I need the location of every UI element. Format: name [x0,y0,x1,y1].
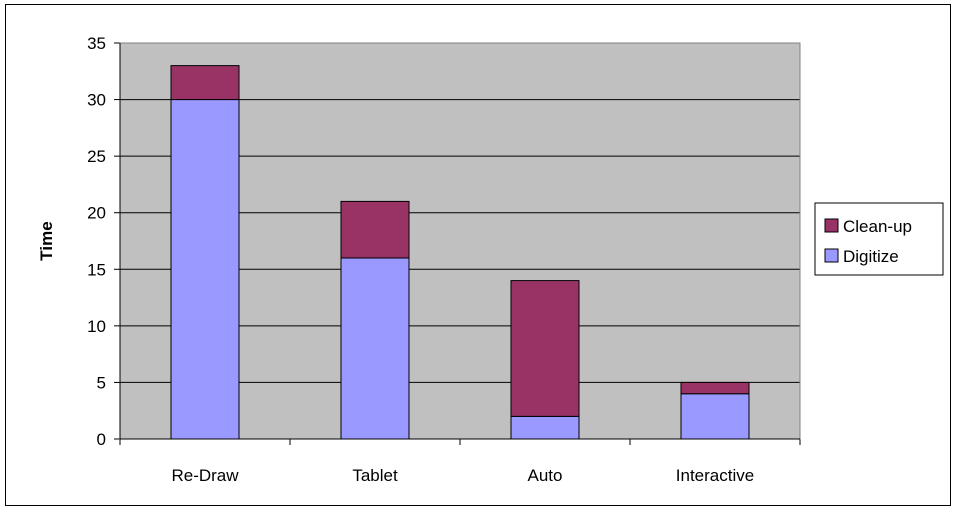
bar-clean-up-interactive [680,381,750,395]
bar-digitize-re-draw [170,99,240,440]
y-tick-label: 20 [87,204,106,223]
x-tick-label: Re-Draw [171,466,239,485]
y-axis-label: Time [37,221,56,260]
y-tick-label: 25 [87,147,106,166]
legend-swatch-digitize [824,248,839,263]
legend-label: Clean-up [843,217,912,236]
legend-label: Digitize [843,247,899,266]
bar-clean-up-tablet [340,200,410,259]
axes [114,42,801,445]
x-tick-labels: Re-Draw Tablet Auto Interactive [171,466,754,485]
bars [170,65,750,440]
x-tick-label: Tablet [352,466,398,485]
y-tick-labels: 0 5 10 15 20 25 30 35 [87,34,106,449]
bar-clean-up-auto [510,280,580,417]
legend: Clean-up Digitize [814,202,944,276]
bar-digitize-tablet [340,257,410,440]
x-tick-label: Interactive [676,466,754,485]
bar-digitize-auto [510,415,580,440]
bar-clean-up-re-draw [170,65,240,101]
legend-box [814,202,944,276]
y-tick-label: 15 [87,260,106,279]
legend-swatch-clean-up [824,218,839,233]
bar-digitize-interactive [680,393,750,440]
y-tick-label: 0 [97,430,106,449]
y-tick-label: 5 [97,373,106,392]
y-tick-label: 10 [87,317,106,336]
y-tick-label: 30 [87,91,106,110]
y-tick-label: 35 [87,34,106,53]
x-tick-label: Auto [528,466,563,485]
